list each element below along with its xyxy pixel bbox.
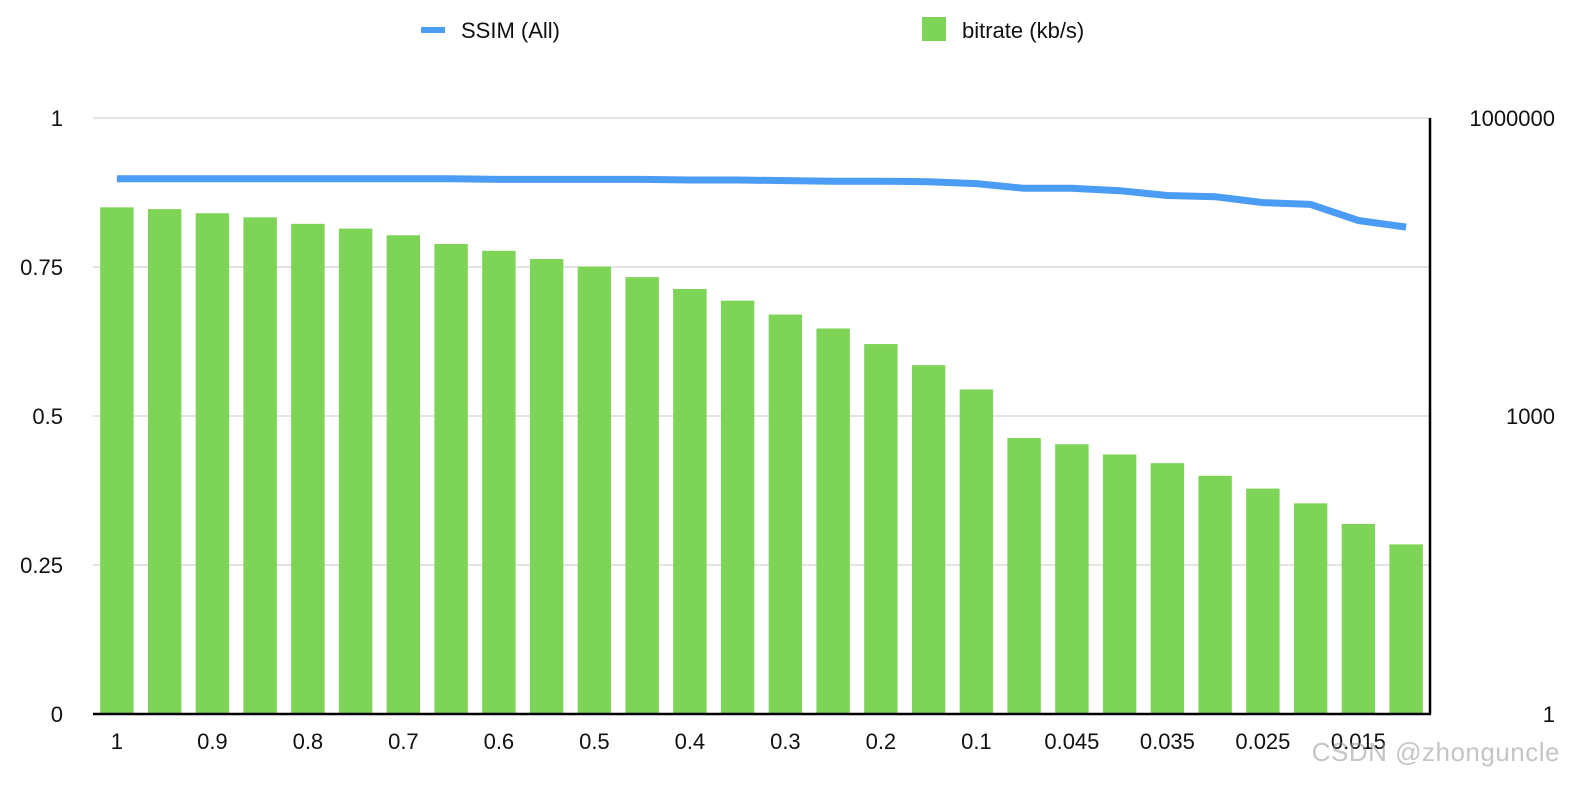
bar-0-25	[816, 328, 850, 714]
bar-0-85	[243, 217, 277, 715]
y-left-tick-label: 0	[51, 702, 63, 727]
bar-0-045	[1055, 444, 1089, 714]
bar-0-035	[1150, 463, 1185, 714]
bar-0-03	[1198, 475, 1232, 714]
bar-0-7	[386, 235, 421, 714]
x-tick-label: 0.9	[197, 729, 228, 754]
bar-0-15	[911, 365, 946, 714]
legend-label-ssim: SSIM (All)	[461, 18, 560, 43]
x-tick-label: 0.3	[770, 729, 801, 754]
bar-0-8	[291, 223, 325, 714]
x-tick-label: 0.045	[1044, 729, 1099, 754]
y-left-tick-label: 0.5	[32, 404, 63, 429]
bar-0-95	[147, 209, 182, 714]
bar-0-1	[959, 389, 994, 714]
x-tick-label: 1	[111, 729, 123, 754]
ssim-line	[116, 175, 1407, 231]
x-tick-label: 0.4	[675, 729, 706, 754]
y-right-tick-label: 1000	[1506, 404, 1555, 429]
bar-1	[100, 207, 134, 714]
bar-0-55	[529, 259, 564, 714]
legend-label-bitrate: bitrate (kb/s)	[962, 18, 1084, 43]
watermark-text: CSDN @zhonguncle	[1311, 737, 1560, 767]
bar-0-04	[1102, 454, 1137, 714]
x-tick-label: 0.6	[484, 729, 515, 754]
x-tick-label: 0.025	[1235, 729, 1290, 754]
bar-0-5	[577, 266, 612, 714]
x-tick-label: 0.1	[961, 729, 992, 754]
legend-bar-swatch	[922, 17, 946, 41]
bar-0-9	[195, 213, 230, 714]
x-tick-label: 0.7	[388, 729, 419, 754]
bar-0-6	[482, 250, 516, 715]
bar-0-65	[434, 243, 468, 714]
x-tick-label: 0.015	[1331, 729, 1386, 754]
bar-0-3	[768, 314, 803, 714]
x-tick-label: 0.5	[579, 729, 610, 754]
y-left-tick-label: 0.75	[20, 255, 63, 280]
bar-0-4	[673, 288, 707, 714]
bar-0-45	[625, 277, 659, 714]
bar-0-2	[864, 344, 898, 714]
x-tick-label: 0.2	[866, 729, 897, 754]
bar-0-01	[1389, 544, 1423, 714]
bar-0-35	[720, 300, 755, 714]
bar-0-02	[1293, 503, 1328, 714]
bar-0-025	[1246, 488, 1280, 714]
bar-0-05	[1007, 438, 1041, 714]
y-right-tick-label: 1	[1543, 702, 1555, 727]
x-tick-label: 0.035	[1140, 729, 1195, 754]
y-left-tick-label: 1	[51, 106, 63, 131]
x-tick-label: 0.8	[293, 729, 324, 754]
y-left-tick-label: 0.25	[20, 553, 63, 578]
y-right-tick-label: 1000000	[1469, 106, 1555, 131]
bar-0-015	[1341, 523, 1376, 714]
bar-0-75	[338, 228, 373, 714]
